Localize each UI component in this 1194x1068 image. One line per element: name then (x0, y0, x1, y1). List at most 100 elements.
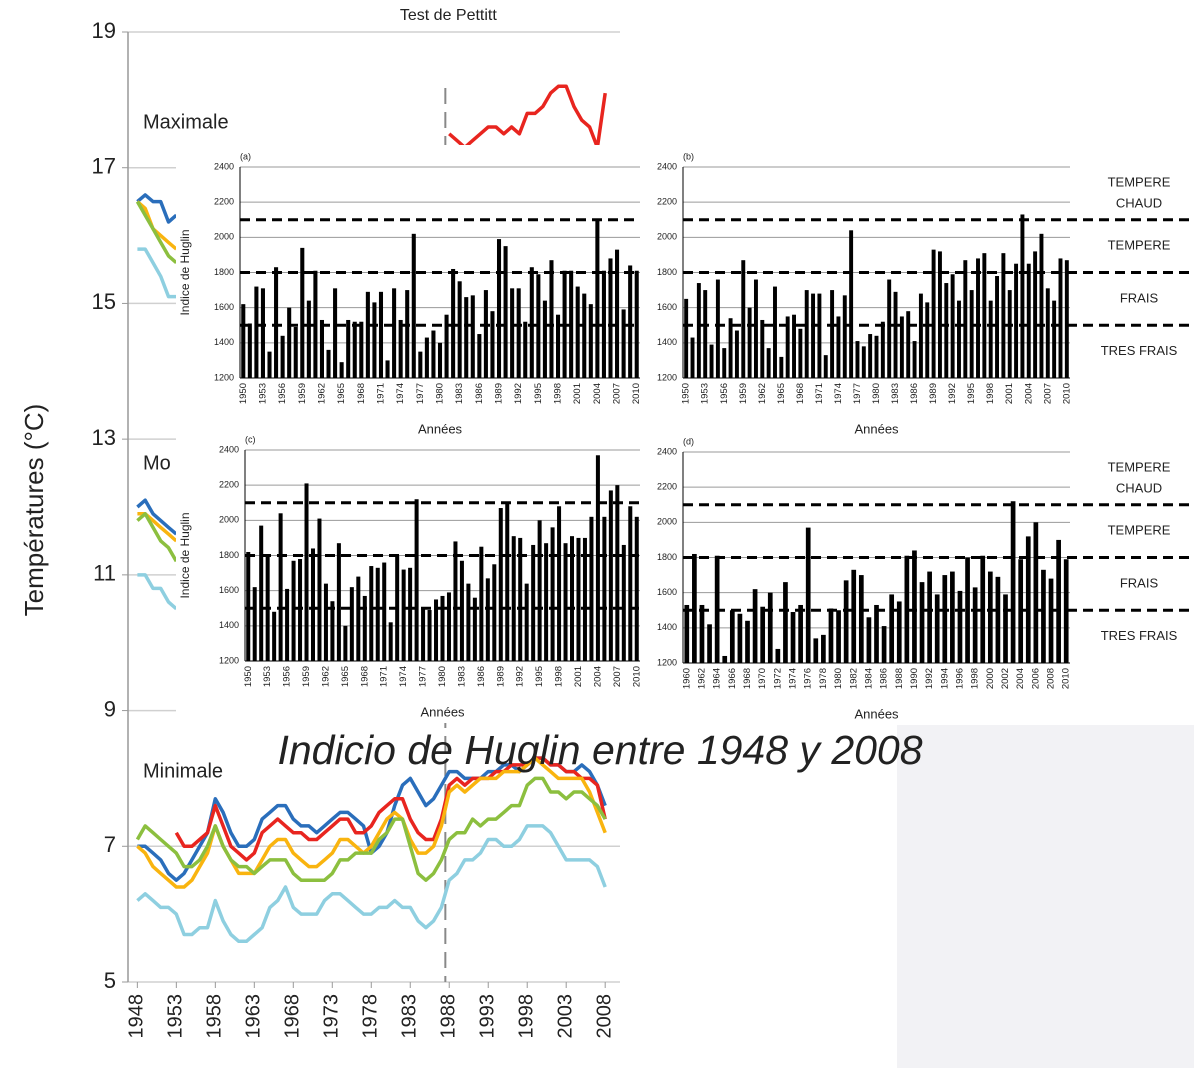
x-tick-label: 1990 (909, 668, 920, 689)
bar (512, 536, 516, 661)
bar (326, 350, 330, 378)
bar (402, 570, 406, 661)
bar (359, 322, 363, 378)
bar (622, 545, 626, 661)
x-tick-label: 1989 (928, 383, 939, 404)
x-tick-label: 1953 (700, 383, 711, 404)
x-tick-label: 1995 (966, 383, 977, 404)
y-tick-label: 7 (104, 832, 116, 857)
x-tick-label: 1965 (336, 383, 347, 404)
line-series (137, 202, 176, 263)
y-tick-label: 1600 (219, 585, 239, 595)
y-tick-label: 2000 (219, 515, 239, 525)
bar (867, 617, 872, 663)
y-tick-label: 1600 (657, 587, 677, 597)
bar (1065, 260, 1069, 378)
y-tick-label: 1400 (219, 620, 239, 630)
x-axis-label: Années (854, 421, 899, 436)
y-axis-label: Indice de Huglin (178, 229, 192, 315)
class-label: TRES FRAIS (1101, 343, 1178, 358)
class-label: FRAIS (1120, 290, 1159, 305)
x-tick-label: 1986 (909, 383, 920, 404)
panel-label: (d) (683, 436, 694, 446)
x-tick-label: 1978 (818, 668, 829, 689)
x-tick-label: 2000 (985, 668, 996, 689)
bar (431, 331, 435, 378)
bar (350, 587, 354, 661)
x-tick-label: 1953 (257, 383, 268, 404)
bar (451, 269, 455, 378)
x-tick-label: 1980 (435, 383, 446, 404)
x-tick-label: 1988 (894, 668, 905, 689)
bar (324, 584, 328, 661)
bar (735, 331, 739, 378)
bar (830, 290, 834, 378)
bar (628, 506, 632, 661)
bar (982, 253, 986, 378)
bar (843, 295, 847, 378)
bar (582, 294, 586, 378)
y-tick-label: 19 (92, 18, 116, 43)
bar (418, 352, 422, 378)
x-tick-label: 1956 (282, 666, 293, 687)
x-tick-label: 2010 (631, 666, 642, 687)
y-tick-label: 2400 (657, 446, 677, 456)
bar (389, 622, 393, 661)
x-tick-label: 1959 (301, 666, 312, 687)
class-label: TEMPERE (1108, 459, 1171, 474)
bar (253, 587, 257, 661)
x-tick-label: 1984 (863, 668, 874, 689)
bar (1027, 264, 1031, 378)
y-tick-label: 1800 (657, 552, 677, 562)
panel-label: Mo (143, 452, 171, 474)
bar (602, 271, 606, 378)
x-tick-label: 1950 (243, 666, 254, 687)
x-tick-label: 2008 (593, 994, 615, 1039)
bar (976, 258, 980, 378)
bar (935, 594, 940, 663)
bar (1026, 536, 1031, 663)
x-tick-label: 1965 (340, 666, 351, 687)
bar (346, 320, 350, 378)
bar (248, 323, 252, 378)
bar (875, 336, 879, 378)
bar (261, 288, 265, 378)
bar (635, 271, 639, 378)
class-label: CHAUD (1116, 480, 1162, 495)
bar (466, 584, 470, 661)
x-tick-label: 2007 (612, 383, 623, 404)
bar (913, 341, 917, 378)
x-tick-label: 1993 (477, 994, 499, 1039)
x-tick-label: 1986 (879, 668, 890, 689)
class-label: CHAUD (1116, 195, 1162, 210)
y-tick-label: 1400 (657, 337, 677, 347)
bar (925, 302, 929, 378)
bar (330, 601, 334, 661)
x-tick-label: 1998 (554, 666, 565, 687)
bar (490, 311, 494, 378)
x-tick-label: 1988 (438, 994, 460, 1039)
x-tick-label: 1983 (399, 994, 421, 1039)
x-tick-label: 1978 (360, 994, 382, 1039)
bar (356, 577, 360, 661)
bar (531, 545, 535, 661)
bar (366, 292, 370, 378)
y-tick-label: 2200 (657, 482, 677, 492)
bar (551, 527, 555, 661)
bar (281, 336, 285, 378)
x-axis-label: Années (420, 704, 465, 719)
panel-label: (c) (245, 434, 256, 444)
line-series (449, 86, 605, 147)
bar (428, 610, 432, 661)
bar (608, 258, 612, 378)
bar (576, 287, 580, 378)
y-tick-label: 1200 (657, 372, 677, 382)
bar (246, 552, 250, 661)
bar (333, 288, 337, 378)
bar (556, 315, 560, 378)
y-tick-label: 2200 (214, 197, 234, 207)
bar (510, 288, 514, 378)
bar (279, 513, 283, 661)
bar (813, 638, 818, 663)
bar (386, 360, 390, 378)
